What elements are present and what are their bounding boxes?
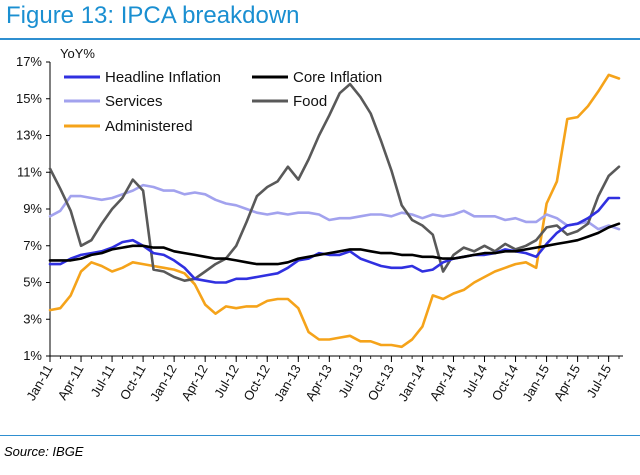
x-tick-label: Jan-15	[519, 362, 552, 404]
ipca-line-chart: 1%3%5%7%9%11%13%15%17% Jan-11 Apr-11 Jul-1…	[16, 46, 623, 404]
y-tick-label: 7%	[23, 238, 42, 253]
x-tick-label: Apr-14	[427, 362, 460, 403]
y-tick-label: 17%	[16, 54, 42, 69]
y-axis-label: YoY%	[60, 46, 95, 61]
x-tick-label: Jan-12	[147, 362, 180, 404]
series-line-core-inflation	[48, 222, 621, 266]
x-tick-label: Jul-12	[211, 362, 242, 400]
legend-label: Core Inflation	[293, 69, 382, 86]
y-tick-label: 3%	[23, 311, 42, 326]
footer-divider	[0, 435, 640, 436]
y-tick-label: 13%	[16, 128, 42, 143]
x-tick-label: Apr-15	[551, 362, 584, 403]
legend-label: Services	[105, 93, 163, 110]
x-tick-label: Apr-11	[55, 362, 87, 402]
x-tick-label: Jul-15	[584, 362, 615, 400]
x-tick-label: Jul-13	[335, 362, 366, 400]
legend-label: Food	[293, 93, 327, 110]
y-tick-label: 5%	[23, 275, 42, 290]
x-tick-label: Oct-12	[240, 362, 272, 403]
y-tick-label: 1%	[23, 348, 42, 363]
x-tick-label: Jan-11	[23, 362, 55, 403]
y-tick-label: 9%	[23, 201, 42, 216]
page-title: Figure 13: IPCA breakdown	[6, 2, 300, 29]
legend-label: Administered	[105, 118, 193, 135]
x-tick-label: Oct-14	[489, 362, 521, 403]
legend-label: Headline Inflation	[105, 69, 221, 86]
x-tick-label: Oct-11	[117, 362, 149, 402]
series-line-food	[48, 82, 621, 283]
x-tick-label: Oct-13	[364, 362, 396, 403]
x-tick-label: Jul-14	[459, 362, 490, 400]
x-tick-label: Jul-11	[87, 362, 117, 399]
x-tick-label: Apr-12	[178, 362, 211, 403]
title-divider	[0, 38, 640, 40]
x-tick-label: Jan-14	[395, 362, 428, 404]
series-line-administered	[48, 73, 621, 349]
series-line-services	[48, 183, 621, 231]
source-note: Source: IBGE	[4, 444, 84, 459]
y-tick-label: 11%	[17, 164, 42, 179]
series-lines	[48, 73, 621, 349]
x-tick-label: Apr-13	[302, 362, 335, 403]
legend: Headline Inflation Core Inflation Services…	[64, 69, 382, 135]
x-tick-label: Jan-13	[271, 362, 304, 404]
y-axis: 1% 3% 5% 7% 9% 11% 13% 15% 17%	[16, 54, 51, 363]
y-tick-label: 15%	[16, 91, 42, 106]
